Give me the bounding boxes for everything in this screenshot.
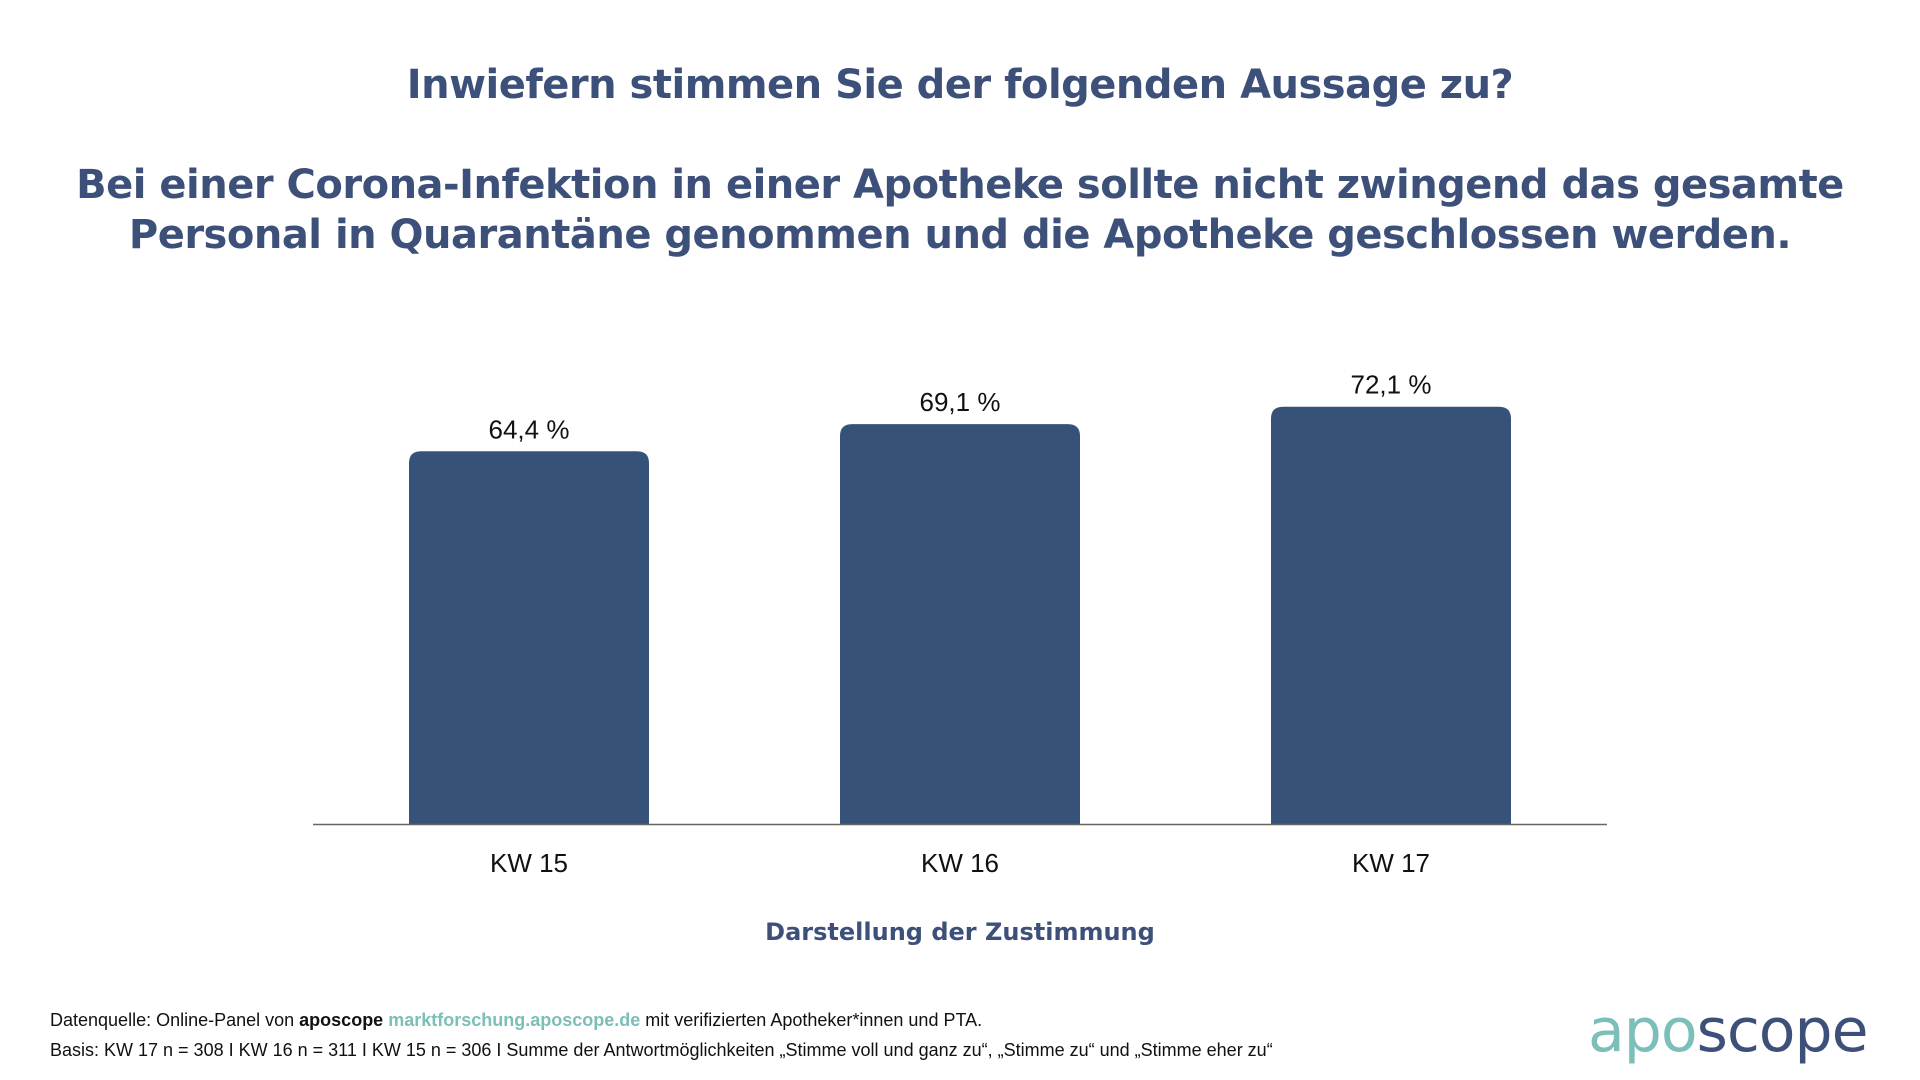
value-label: 64,4 %: [489, 414, 570, 444]
value-label: 69,1 %: [920, 387, 1001, 417]
footer-source-prefix: Datenquelle: Online-Panel von: [50, 1010, 300, 1030]
footer-source: Datenquelle: Online-Panel von aposcope m…: [50, 1010, 982, 1031]
bar-kw-15: [409, 451, 649, 824]
chart-statement-title: Bei einer Corona-Infektion in einer Apot…: [0, 160, 1920, 260]
footer-source-brand: aposcope: [299, 1010, 384, 1030]
logo-scope: scope: [1696, 996, 1869, 1066]
chart-question-title: Inwiefern stimmen Sie der folgenden Auss…: [406, 62, 1514, 108]
statement-line-1: Bei einer Corona-Infektion in einer Apot…: [76, 162, 1844, 208]
bar-kw-17: [1271, 406, 1511, 824]
footer-source-suffix: mit verifizierten Apotheker*innen und PT…: [640, 1010, 983, 1030]
footer-source-link[interactable]: marktforschung.aposcope.de: [388, 1010, 641, 1030]
aposcope-logo: aposcope: [1588, 996, 1869, 1066]
logo-apo: apo: [1588, 996, 1698, 1066]
statement-line-2: Personal in Quarantäne genommen und die …: [128, 212, 1792, 258]
category-label: KW 16: [921, 848, 999, 878]
category-label: KW 15: [490, 848, 568, 878]
value-label: 72,1 %: [1351, 370, 1432, 400]
bars-group: [409, 406, 1511, 824]
category-label: KW 17: [1352, 848, 1430, 878]
bar-kw-16: [840, 424, 1080, 824]
x-axis-title: Darstellung der Zustimmung: [765, 918, 1155, 946]
footer-basis: Basis: KW 17 n = 308 I KW 16 n = 311 I K…: [50, 1040, 1273, 1060]
labels-group: 64,4 % KW 15 69,1 % KW 16 72,1 % KW 17: [489, 370, 1432, 878]
